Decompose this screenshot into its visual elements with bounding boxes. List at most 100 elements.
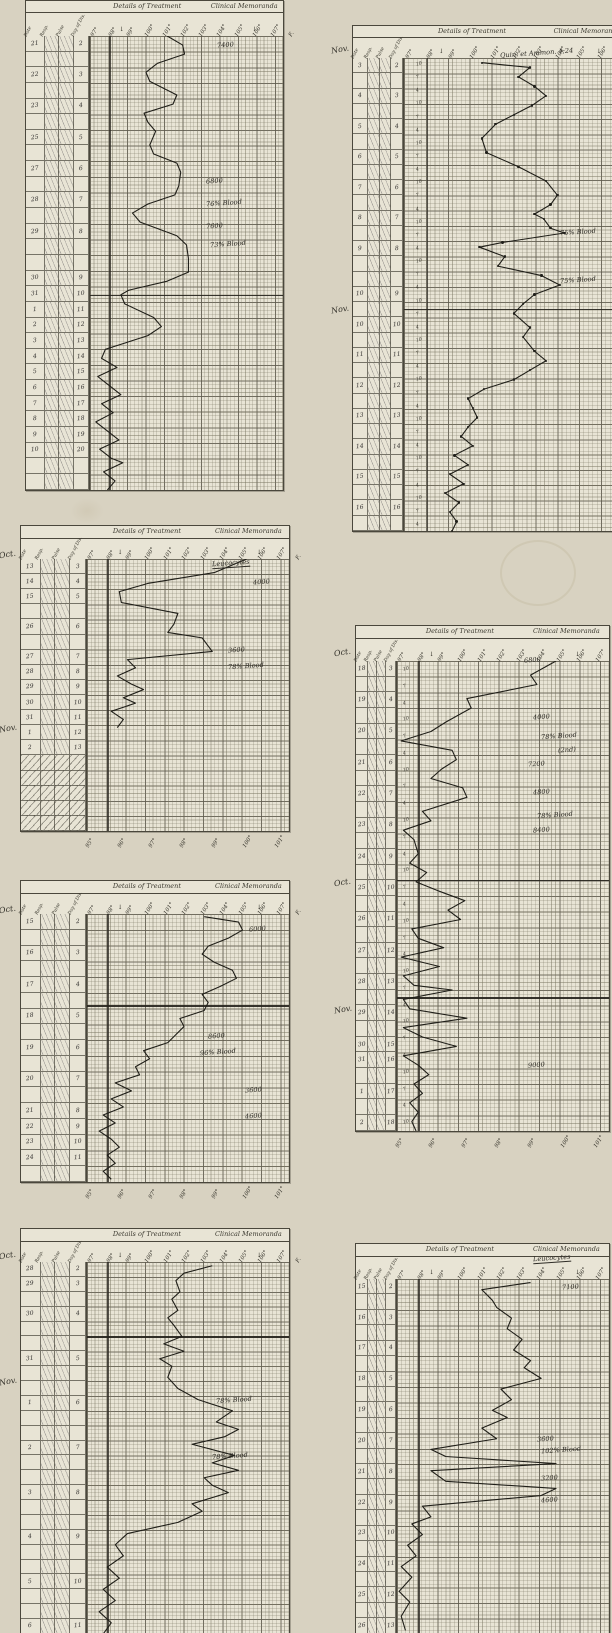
resp-cell [368,195,380,210]
record-row [21,1589,86,1605]
day-cell: 6 [70,1395,86,1410]
date-cell: 22 [356,786,368,801]
day-cell [386,1510,396,1525]
record-row [356,1448,396,1465]
record-row: 10 9 [353,286,403,302]
date-cell [356,1417,368,1433]
day-cell: 6 [70,619,86,634]
date-block: 15 2 16 3 17 4 18 5 19 6 20 7 21 8 22 9 23 10 24 11 25 12 26 13 [356,1279,396,1633]
date-value: 25 [357,1590,366,1599]
date-cell: 1 [356,1083,368,1099]
temperature-grid: Leucocytes 7100 3600 102% Blood 3200 4600 [396,1252,609,1633]
date-value: 5 [27,1577,33,1585]
resp-cell [368,500,380,515]
observation-dot [528,326,532,329]
pulse-cell [379,210,391,225]
resp-cell [368,1386,378,1402]
pulse-cell [55,740,71,755]
day-cell [70,1055,86,1071]
resp-cell [44,176,60,192]
record-row: 15 15 [353,469,403,485]
observation-dot [533,212,536,216]
date-cell [356,801,368,817]
date-cell [356,1068,368,1083]
date-value: 27 [30,164,40,173]
record-row [21,1559,86,1575]
observation-dot [453,454,456,457]
date-cell: 19 [356,1402,368,1417]
day-of-disease-value: 5 [75,592,80,600]
normal-temp-arrow-icon: ↓ [574,1269,580,1276]
date-value: 7 [357,183,363,191]
day-cell [391,103,403,118]
temperature-curve [90,36,283,490]
day-cell: 8 [391,241,403,256]
date-block: 15 2 16 3 17 4 18 5 19 6 20 7 21 8 22 9 23 10 24 11 [21,914,86,1182]
record-row [356,676,396,693]
resp-cell [368,1618,378,1633]
pulse-cell [377,1371,387,1386]
day-of-disease-value: 4 [394,122,399,130]
resp-cell [40,1544,56,1559]
observation-dot [460,435,463,438]
normal-temp-arrow-icon: ↓ [429,1269,435,1276]
bottom-scale-label: 99° [210,837,222,849]
date-cell [21,929,41,945]
date-cell: 13 [353,408,368,423]
date-value: 30 [357,1040,366,1048]
date-value: 23 [357,1529,366,1537]
day-cell: 7 [70,1440,86,1455]
observation-dot [517,75,520,79]
date-value: 18 [357,664,366,673]
bottom-scale-label: 96° [116,837,127,849]
margin-month-label: Nov. [0,722,18,735]
record-row: 8 18 [26,411,89,428]
pulse-cell [55,1351,71,1366]
record-row [353,73,403,89]
pulse-cell [377,1294,387,1309]
day-cell: 3 [74,67,89,82]
date-cell: 29 [356,1005,368,1021]
pulse-cell [59,192,74,208]
day-of-disease-value: 7 [388,789,393,798]
day-of-disease-value: 15 [392,472,401,481]
day-cell: 18 [74,411,89,427]
resp-cell [368,911,378,927]
day-of-disease-value: 8 [388,821,393,829]
pulse-cell [377,833,387,848]
day-cell [70,1410,86,1425]
date-value: 26 [26,622,35,631]
temperature-curve [87,559,289,831]
pulse-cell [55,1440,71,1455]
day-of-disease-value: 8 [75,1488,80,1496]
pulse-cell [55,1395,71,1410]
record-row: 28 8 [21,664,86,680]
clinical-memoranda-label: Clinical Memoranda [214,882,282,890]
resp-cell [368,1494,378,1510]
record-row: 30 10 [21,694,86,711]
date-block: 28 2 29 3 30 4 31 5 1 6 2 7 3 8 4 9 5 10 6 11 [21,1262,86,1633]
pulse-cell [377,1417,387,1433]
record-row [353,332,403,348]
day-cell [391,225,403,240]
date-value: 7 [32,399,38,407]
resp-cell [368,302,380,317]
date-cell: 22 [26,67,45,82]
day-cell [70,1604,86,1618]
resp-cell [40,1485,56,1499]
date-cell [21,1500,41,1514]
day-cell: 3 [70,945,86,961]
record-row: 3 13 [26,333,89,349]
resp-cell [41,785,56,800]
pulse-cell [379,515,391,530]
date-cell: 10 [353,286,368,301]
pulse-cell [55,559,71,574]
pulse-cell [55,1071,71,1087]
resp-cell [44,51,60,67]
resp-cell [368,1294,378,1309]
pulse-cell [377,1099,387,1115]
record-row: 12 12 [353,378,403,394]
resp-cell [40,1134,56,1150]
date-cell: 28 [21,1262,41,1276]
